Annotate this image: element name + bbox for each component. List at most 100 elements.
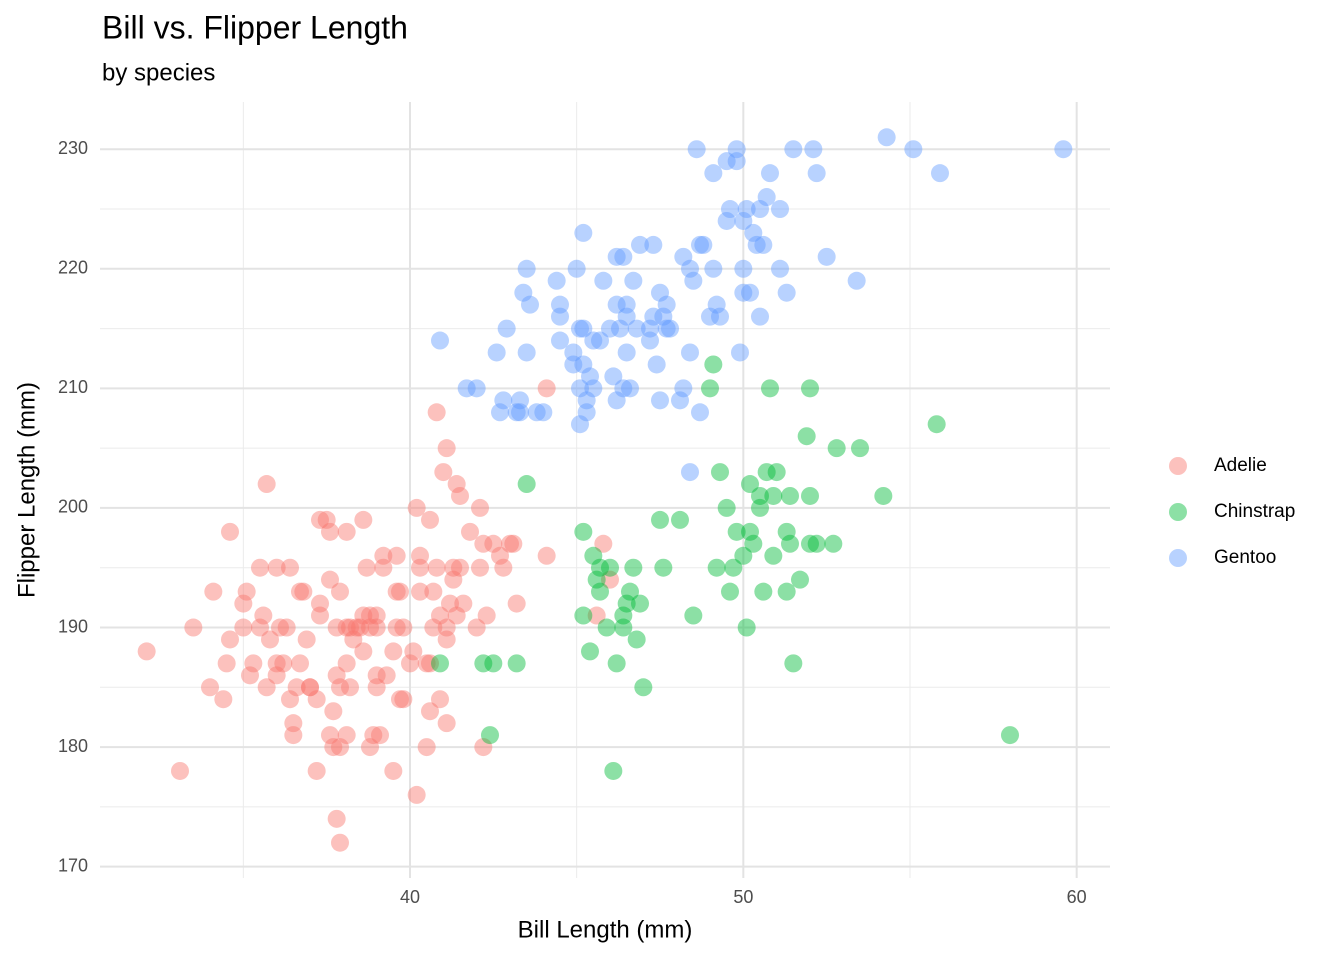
- data-point: [387, 582, 406, 601]
- data-point: [331, 833, 349, 852]
- data-point: [801, 534, 819, 553]
- data-point: [367, 678, 386, 697]
- data-point: [651, 391, 669, 410]
- data-point: [601, 319, 619, 338]
- data-point: [717, 498, 736, 517]
- data-point: [431, 606, 449, 625]
- data-point: [751, 486, 769, 505]
- data-point: [674, 247, 693, 266]
- data-point: [454, 594, 473, 613]
- data-point: [384, 642, 403, 661]
- data-point: [214, 690, 233, 709]
- data-point: [267, 666, 286, 685]
- data-point: [257, 475, 276, 494]
- data-point: [221, 630, 239, 649]
- data-point: [484, 654, 503, 673]
- data-point: [721, 582, 739, 601]
- data-point: [321, 570, 339, 589]
- data-point: [591, 582, 609, 601]
- data-point: [431, 654, 449, 673]
- data-point: [514, 283, 533, 302]
- data-point: [621, 582, 639, 601]
- data-point: [301, 678, 319, 697]
- data-point: [607, 391, 626, 410]
- data-point: [641, 331, 659, 350]
- data-point: [237, 582, 256, 601]
- data-point: [904, 140, 923, 159]
- legend-swatch: [1169, 457, 1187, 475]
- data-point: [777, 522, 796, 541]
- legend-label: Adelie: [1214, 455, 1267, 476]
- data-point: [707, 558, 726, 577]
- data-point: [354, 606, 373, 625]
- data-point: [457, 379, 476, 398]
- data-point: [364, 726, 383, 745]
- data-point: [371, 726, 389, 745]
- data-point: [431, 331, 449, 350]
- data-point: [791, 570, 809, 589]
- data-point: [727, 140, 746, 159]
- data-point: [507, 654, 526, 673]
- data-point: [281, 690, 299, 709]
- legend: Adelie Chinstrap Gentoo: [1169, 455, 1295, 568]
- data-point: [171, 761, 189, 780]
- data-point: [567, 259, 586, 278]
- data-point: [427, 403, 446, 422]
- data-point: [757, 188, 776, 207]
- data-point: [737, 200, 756, 219]
- data-point: [437, 618, 456, 637]
- data-point: [631, 594, 649, 613]
- data-point: [534, 403, 553, 422]
- data-point: [344, 630, 363, 649]
- data-point: [271, 618, 289, 637]
- data-point: [581, 367, 599, 386]
- data-point: [297, 630, 316, 649]
- data-point: [504, 534, 523, 553]
- data-point: [727, 152, 746, 171]
- data-point: [644, 235, 663, 254]
- data-point: [361, 606, 379, 625]
- y-tick-label: 170: [58, 855, 88, 875]
- data-point: [254, 606, 273, 625]
- data-point: [701, 379, 719, 398]
- chart-title: Bill vs. Flipper Length: [102, 9, 408, 45]
- data-point: [604, 761, 623, 780]
- data-point: [574, 319, 593, 338]
- data-point: [807, 534, 826, 553]
- data-point: [474, 534, 493, 553]
- data-point: [184, 618, 203, 637]
- data-point: [311, 510, 329, 529]
- data-point: [347, 618, 366, 637]
- data-point: [734, 283, 753, 302]
- data-point: [784, 140, 803, 159]
- data-point: [771, 259, 789, 278]
- data-point: [307, 690, 326, 709]
- data-point: [847, 271, 866, 290]
- data-point: [571, 415, 589, 434]
- data-point: [307, 761, 326, 780]
- data-point: [311, 606, 329, 625]
- data-point: [324, 702, 343, 721]
- data-point: [651, 283, 669, 302]
- data-point: [447, 606, 466, 625]
- data-point: [517, 475, 536, 494]
- data-point: [797, 427, 816, 446]
- data-point: [234, 594, 253, 613]
- data-point: [481, 726, 499, 745]
- data-point: [704, 355, 723, 374]
- data-point: [754, 235, 773, 254]
- data-point: [317, 510, 336, 529]
- data-point: [734, 259, 753, 278]
- data-point: [517, 259, 536, 278]
- grid: [100, 102, 1110, 878]
- data-point: [291, 582, 309, 601]
- data-point: [367, 666, 386, 685]
- data-point: [474, 654, 493, 673]
- data-point: [751, 200, 769, 219]
- data-point: [757, 463, 776, 482]
- data-point: [611, 319, 629, 338]
- data-point: [277, 618, 296, 637]
- y-tick-label: 190: [58, 616, 88, 636]
- data-point: [374, 546, 393, 565]
